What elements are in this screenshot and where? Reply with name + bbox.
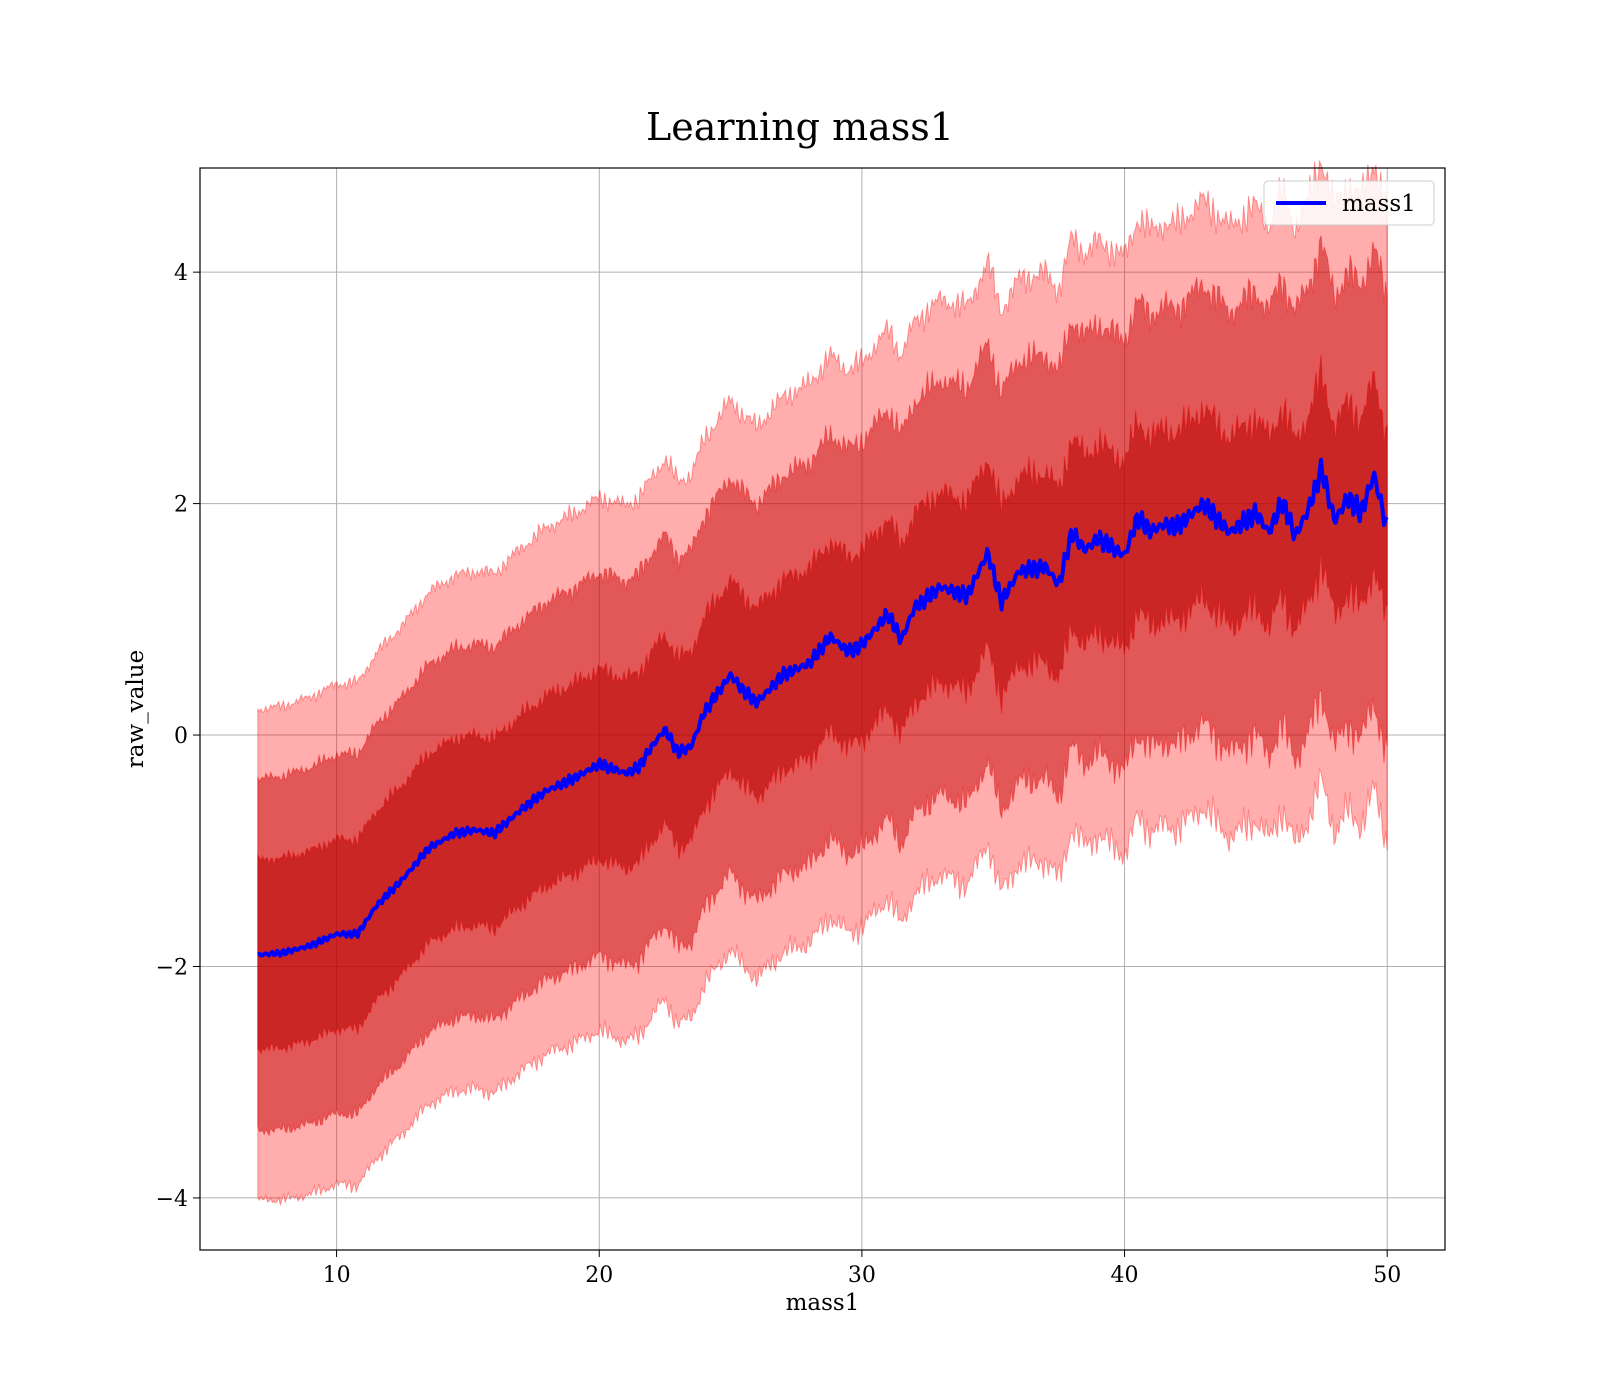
confidence-band-3sigma bbox=[257, 159, 1388, 1207]
y-tick-label: −4 bbox=[156, 1187, 188, 1212]
grid-layer bbox=[200, 168, 1445, 1250]
series-line-mass1 bbox=[257, 457, 1389, 958]
x-tick-label: 30 bbox=[848, 1263, 876, 1288]
x-tick-label: 50 bbox=[1373, 1263, 1401, 1288]
x-axis-label: mass1 bbox=[786, 1290, 860, 1316]
legend: mass1 bbox=[1263, 180, 1435, 226]
confidence-band-2sigma-shade bbox=[257, 235, 1388, 1136]
legend-box bbox=[1263, 180, 1435, 226]
y-tick-label: 4 bbox=[174, 261, 188, 286]
chart-title: Learning mass1 bbox=[646, 105, 954, 149]
x-tick-label: 20 bbox=[585, 1263, 613, 1288]
line-layer bbox=[257, 457, 1389, 958]
confidence-band-1sigma bbox=[257, 354, 1388, 1056]
x-tick-label: 40 bbox=[1111, 1263, 1139, 1288]
confidence-band-1sigma-shade bbox=[257, 354, 1388, 1054]
legend-entry-mass1: mass1 bbox=[1342, 191, 1416, 217]
x-tick-label: 10 bbox=[323, 1263, 351, 1288]
plot-area-frame bbox=[199, 167, 1446, 1251]
y-tick-label: −2 bbox=[156, 955, 188, 980]
confidence-band-2sigma bbox=[257, 235, 1388, 1138]
y-axis-label: raw_value bbox=[123, 650, 149, 768]
y-tick-label: 2 bbox=[174, 493, 188, 518]
bands-layer bbox=[257, 159, 1388, 1207]
ticks-layer: 10 20 30 40 50 −4 −2 0 2 4 bbox=[156, 261, 1402, 1288]
y-tick-label: 0 bbox=[174, 724, 188, 749]
